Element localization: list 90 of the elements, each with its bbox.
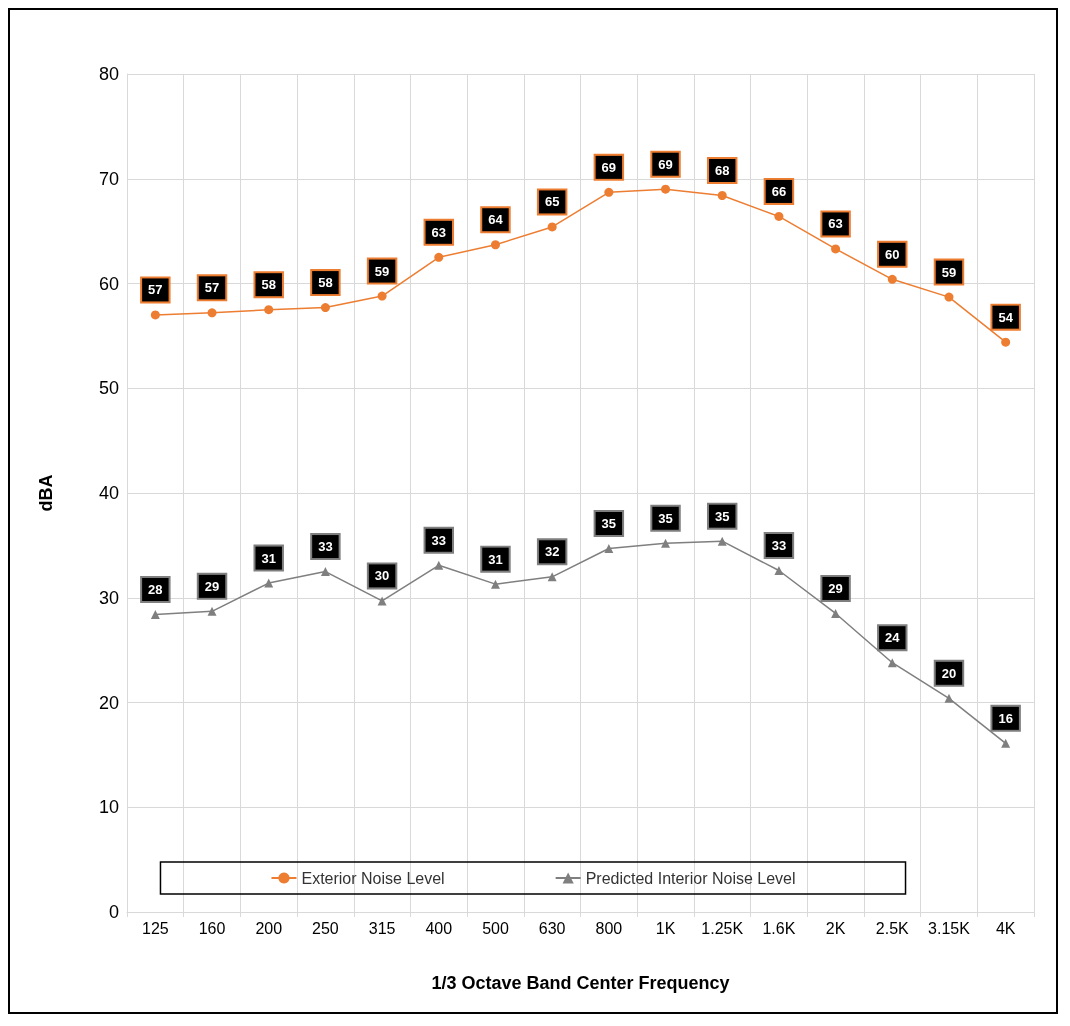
x-tick-label: 630 (538, 919, 566, 937)
point (717, 536, 727, 546)
data-label: 57 (204, 280, 220, 296)
point (150, 310, 160, 320)
point (264, 578, 274, 588)
point (944, 693, 954, 703)
point (1001, 337, 1011, 347)
x-tick-label: 3.15K (928, 919, 971, 937)
point (1001, 738, 1011, 748)
y-tick-label: 20 (98, 692, 119, 713)
x-tick-label: 125 (141, 919, 169, 937)
point (320, 567, 330, 577)
x-tick-label: 315 (368, 919, 396, 937)
x-tick-label: 2K (825, 919, 846, 937)
data-label: 59 (941, 264, 957, 280)
y-tick-label: 70 (98, 168, 119, 189)
x-tick-label: 1K (655, 919, 676, 937)
data-label: 69 (601, 159, 617, 175)
x-tick-label: 2.5K (875, 919, 910, 937)
x-tick-label: 800 (595, 919, 623, 937)
point (377, 291, 387, 301)
point (831, 608, 841, 618)
data-label: 31 (488, 551, 503, 567)
data-label: 20 (941, 665, 957, 681)
y-tick-label: 0 (108, 902, 119, 922)
data-label: 54 (998, 309, 1014, 325)
point (490, 579, 500, 589)
point (661, 184, 671, 194)
data-label: 29 (828, 580, 843, 596)
data-label: 31 (261, 550, 276, 566)
point (774, 211, 784, 221)
x-tick-label: 500 (482, 919, 509, 937)
x-tick-label: 200 (255, 919, 283, 937)
y-axis-title: dBA (36, 474, 56, 512)
data-label: 35 (714, 508, 730, 524)
point (887, 274, 897, 284)
data-label: 28 (148, 582, 163, 598)
data-label: 60 (885, 246, 900, 262)
data-label: 69 (658, 156, 673, 172)
point (661, 538, 671, 548)
point (207, 308, 217, 318)
y-tick-label: 80 (98, 64, 119, 84)
data-label: 29 (204, 578, 220, 594)
point (320, 303, 330, 313)
point (831, 244, 841, 254)
x-tick-label: 400 (425, 919, 453, 937)
data-label: 24 (885, 630, 901, 646)
data-label: 65 (544, 194, 560, 210)
point (207, 606, 217, 616)
point (547, 222, 557, 232)
data-label: 63 (431, 224, 447, 240)
x-tick-label: 160 (198, 919, 226, 937)
data-label: 33 (431, 532, 447, 548)
data-label: 33 (318, 539, 333, 555)
legend-label: Exterior Noise Level (301, 869, 445, 887)
data-label: 59 (374, 263, 390, 279)
y-tick-label: 50 (98, 378, 119, 399)
legend-label: Predicted Interior Noise Level (585, 869, 796, 887)
y-tick-label: 60 (98, 273, 119, 294)
point (604, 187, 614, 197)
point (604, 544, 614, 554)
x-tick-label: 1.25K (701, 919, 744, 937)
point (774, 566, 784, 576)
data-label: 35 (658, 510, 673, 526)
data-label: 58 (318, 275, 333, 291)
data-label: 16 (998, 710, 1013, 726)
y-tick-label: 10 (98, 797, 119, 818)
data-label: 35 (601, 516, 617, 532)
x-tick-label: 1.6K (762, 919, 796, 937)
y-tick-label: 40 (98, 483, 119, 503)
data-label: 30 (374, 568, 390, 584)
point (434, 252, 444, 262)
data-label: 33 (771, 538, 787, 554)
point (717, 191, 727, 201)
data-label: 58 (261, 277, 276, 293)
data-label: 68 (714, 163, 730, 179)
data-label: 66 (771, 183, 787, 199)
point (150, 610, 160, 620)
y-tick-label: 30 (98, 587, 119, 608)
point (944, 292, 954, 302)
point (264, 305, 274, 315)
data-label: 64 (488, 212, 504, 228)
data-label: 57 (148, 282, 163, 298)
data-label: 63 (828, 216, 843, 232)
x-tick-label: 250 (312, 919, 339, 937)
point (434, 560, 444, 570)
data-label: 32 (544, 544, 560, 560)
point (490, 240, 500, 250)
x-axis-title: 1/3 Octave Band Center Frequency (431, 973, 730, 993)
x-tick-label: 4K (995, 919, 1016, 937)
